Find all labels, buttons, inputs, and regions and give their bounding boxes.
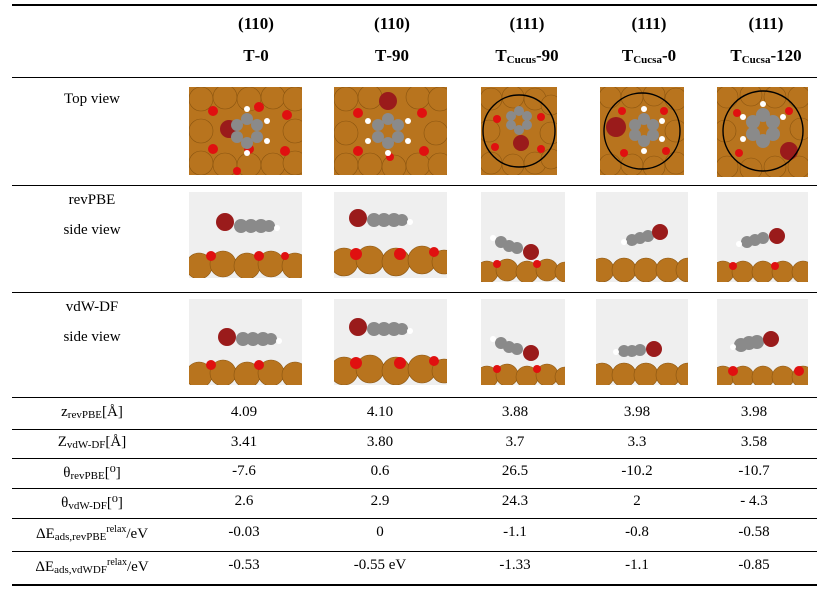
miller-index: (110): [374, 14, 410, 33]
miller-index: (111): [748, 14, 784, 33]
row-rule: [12, 551, 817, 552]
configuration-label: TCucus-90: [495, 46, 559, 66]
vdwdf-side-view-image: [481, 299, 565, 385]
row-label-side-view: side view: [63, 222, 121, 238]
revpbe-side-view-image: [596, 192, 688, 282]
configuration-label: T-0: [243, 46, 269, 65]
top-view-image: [189, 87, 302, 175]
table-header: (110) T-0 (110) T-90 (111) TCucus-90 (11…: [12, 6, 817, 76]
revpbe-side-view-image: [481, 192, 565, 282]
row-label: θrevPBE[⁰]: [63, 465, 121, 482]
table-cell: 3.80: [366, 434, 394, 450]
row-label: ΔEads,vdWDFrelax/eV: [35, 557, 149, 576]
configuration-label: TCucsa-120: [730, 46, 802, 66]
row-label: θvdW-DF[⁰]: [61, 495, 123, 512]
table-cell: 2: [633, 493, 641, 509]
table-cell: -0.8: [625, 524, 649, 540]
miller-index: (111): [631, 14, 667, 33]
revpbe-side-view-image: [717, 192, 808, 282]
row-rule: [12, 292, 817, 293]
row-label-vdwdf: vdW-DF: [65, 299, 119, 315]
table-cell: 2.9: [370, 493, 390, 509]
table-cell: 24.3: [501, 493, 529, 509]
table-cell: -0.85: [738, 557, 770, 573]
top-view-image: [481, 87, 557, 175]
row-label-top-view: Top view: [63, 91, 121, 107]
row-rule: [12, 397, 817, 398]
table-cell: 0: [376, 524, 384, 540]
configuration-label: TCucsa-0: [621, 46, 677, 66]
table-cell: -0.53: [228, 557, 260, 573]
table-top-rule: [12, 4, 817, 6]
table-cell: -1.1: [503, 524, 527, 540]
table-cell: -1.1: [625, 557, 649, 573]
row-rule: [12, 458, 817, 459]
table-cell: 2.6: [234, 493, 254, 509]
row-rule: [12, 429, 817, 430]
table-cell: 3.58: [740, 434, 768, 450]
vdwdf-side-view-image: [717, 299, 808, 385]
table-cell: 3.98: [740, 404, 768, 420]
row-label: zrevPBE[Å]: [61, 404, 123, 421]
row-label: ΔEads,revPBErelax/eV: [35, 524, 149, 543]
row-rule: [12, 488, 817, 489]
row-label-revpbe: revPBE: [68, 192, 116, 208]
table-cell: 26.5: [501, 463, 529, 479]
vdwdf-side-view-image: [596, 299, 688, 385]
vdwdf-side-view-image: [189, 299, 302, 385]
table-cell: 4.09: [230, 404, 258, 420]
revpbe-side-view-image: [189, 192, 302, 278]
table-cell: -10.2: [621, 463, 653, 479]
row-label: ZvdW-DF[Å]: [57, 434, 127, 451]
table-cell: -1.33: [499, 557, 531, 573]
table-cell: -0.03: [228, 524, 260, 540]
table-cell: 3.88: [501, 404, 529, 420]
configuration-label: T-90: [374, 46, 409, 65]
row-label-side-view: side view: [63, 329, 121, 345]
row-rule: [12, 518, 817, 519]
table-cell: 3.7: [505, 434, 525, 450]
table-cell: 4.10: [366, 404, 394, 420]
table-cell: -0.55 eV: [353, 557, 407, 573]
table-cell: 3.41: [230, 434, 258, 450]
table-bottom-rule: [12, 584, 817, 586]
table-cell: 3.3: [627, 434, 647, 450]
table-cell: -10.7: [738, 463, 770, 479]
table-cell: 0.6: [370, 463, 390, 479]
table-cell: -0.58: [738, 524, 770, 540]
table-cell: - 4.3: [740, 493, 768, 509]
row-rule: [12, 185, 817, 186]
top-view-image: [600, 87, 684, 175]
table-cell: -7.6: [232, 463, 256, 479]
header-rule: [12, 77, 817, 78]
top-view-image: [334, 87, 447, 175]
table-cell: 3.98: [623, 404, 651, 420]
miller-index: (110): [238, 14, 274, 33]
vdwdf-side-view-image: [334, 299, 447, 385]
top-view-image: [717, 87, 808, 177]
revpbe-side-view-image: [334, 192, 447, 278]
miller-index: (111): [509, 14, 545, 33]
